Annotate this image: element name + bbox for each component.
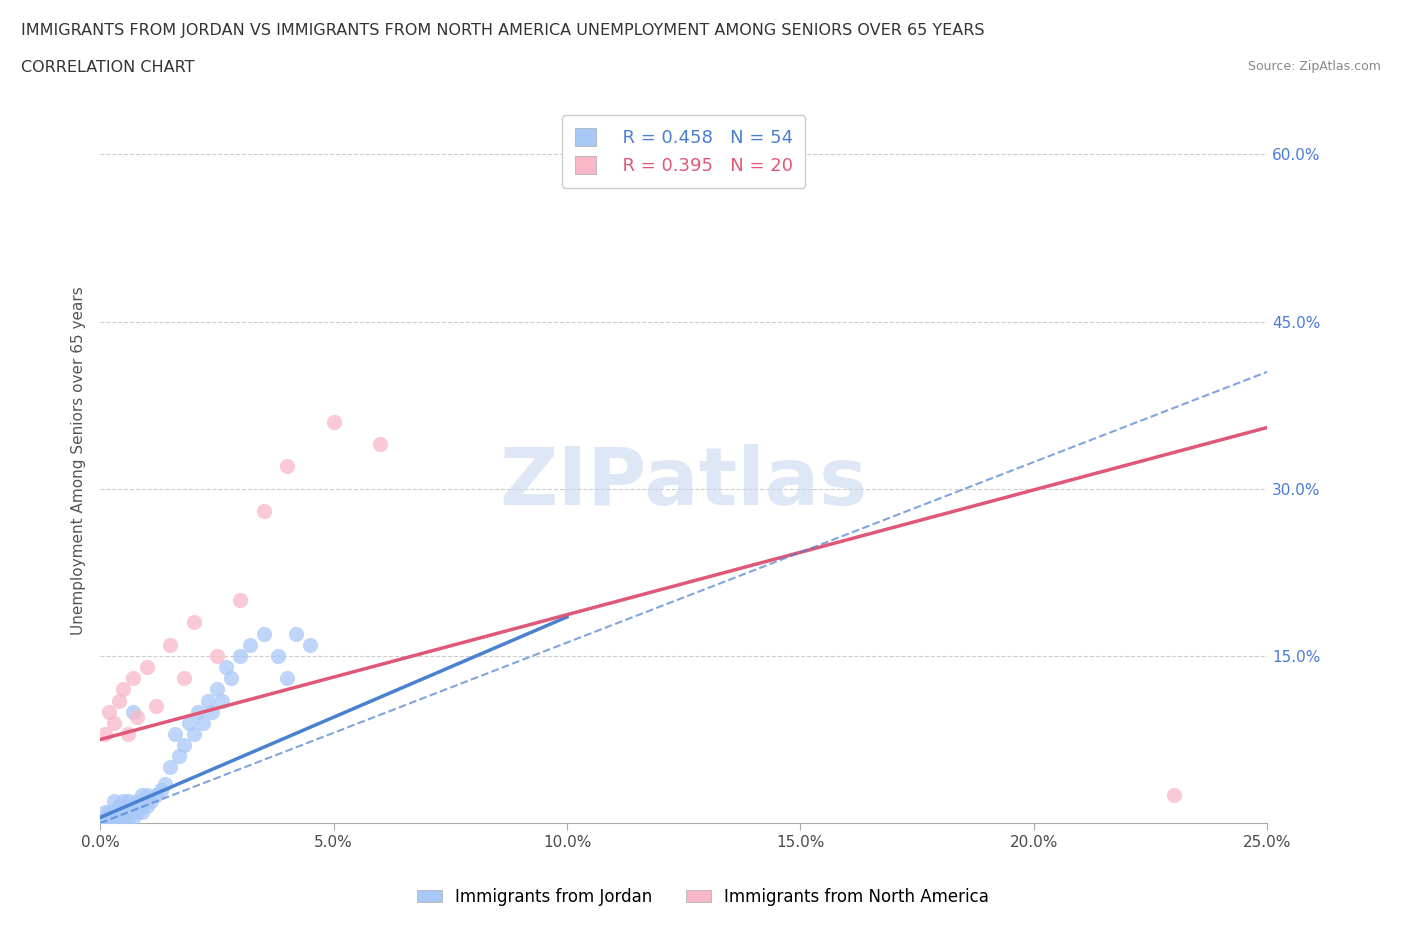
Point [94, 726, 117, 741]
Point [117, 793, 139, 808]
Point [276, 459, 298, 474]
Point [117, 810, 139, 825]
Point [112, 793, 135, 808]
Point [103, 810, 125, 825]
Point [191, 715, 214, 730]
Point [252, 626, 274, 641]
Point [121, 799, 143, 814]
Y-axis label: Unemployment Among Seniors over 65 years: Unemployment Among Seniors over 65 years [72, 286, 86, 635]
Text: CORRELATION CHART: CORRELATION CHART [21, 60, 194, 75]
Point [205, 682, 228, 697]
Point [117, 726, 139, 741]
Point [183, 726, 205, 741]
Point [266, 648, 288, 663]
Point [211, 693, 233, 708]
Text: IMMIGRANTS FROM JORDAN VS IMMIGRANTS FROM NORTH AMERICA UNEMPLOYMENT AMONG SENIO: IMMIGRANTS FROM JORDAN VS IMMIGRANTS FRO… [21, 23, 984, 38]
Point [107, 810, 129, 825]
Point [127, 710, 149, 724]
Point [201, 704, 224, 719]
Point [98, 816, 121, 830]
Point [94, 816, 117, 830]
Point [103, 804, 125, 819]
Point [103, 816, 125, 830]
Point [299, 637, 322, 652]
Point [127, 804, 149, 819]
Point [159, 637, 181, 652]
Text: Source: ZipAtlas.com: Source: ZipAtlas.com [1247, 60, 1381, 73]
Point [103, 793, 125, 808]
Point [131, 788, 153, 803]
Point [159, 760, 181, 775]
Point [229, 592, 252, 607]
Point [173, 671, 195, 685]
Point [145, 698, 167, 713]
Point [141, 793, 163, 808]
Point [107, 693, 129, 708]
Point [107, 799, 129, 814]
Point [121, 810, 143, 825]
Point [135, 788, 157, 803]
Legend:   R = 0.458   N = 54,   R = 0.395   N = 20: R = 0.458 N = 54, R = 0.395 N = 20 [562, 115, 806, 188]
Legend: Immigrants from Jordan, Immigrants from North America: Immigrants from Jordan, Immigrants from … [411, 881, 995, 912]
Point [89, 816, 111, 830]
Point [169, 749, 191, 764]
Point [98, 804, 121, 819]
Point [252, 504, 274, 519]
Point [215, 659, 238, 674]
Point [112, 816, 135, 830]
Point [177, 715, 200, 730]
Point [121, 704, 143, 719]
Point [155, 777, 177, 791]
Point [183, 615, 205, 630]
Point [145, 788, 167, 803]
Point [173, 737, 195, 752]
Point [205, 648, 228, 663]
Point [103, 715, 125, 730]
Point [94, 810, 117, 825]
Point [285, 626, 308, 641]
Point [187, 704, 209, 719]
Point [322, 415, 344, 430]
Point [219, 671, 242, 685]
Point [276, 671, 298, 685]
Point [1163, 788, 1185, 803]
Point [107, 816, 129, 830]
Point [368, 437, 391, 452]
Point [98, 810, 121, 825]
Point [112, 682, 135, 697]
Point [238, 637, 260, 652]
Point [98, 704, 121, 719]
Point [135, 799, 157, 814]
Point [131, 804, 153, 819]
Point [127, 793, 149, 808]
Point [94, 804, 117, 819]
Point [121, 671, 143, 685]
Point [163, 726, 186, 741]
Point [135, 659, 157, 674]
Point [117, 804, 139, 819]
Text: ZIPatlas: ZIPatlas [499, 444, 868, 522]
Point [197, 693, 219, 708]
Point [229, 648, 252, 663]
Point [149, 782, 172, 797]
Point [112, 804, 135, 819]
